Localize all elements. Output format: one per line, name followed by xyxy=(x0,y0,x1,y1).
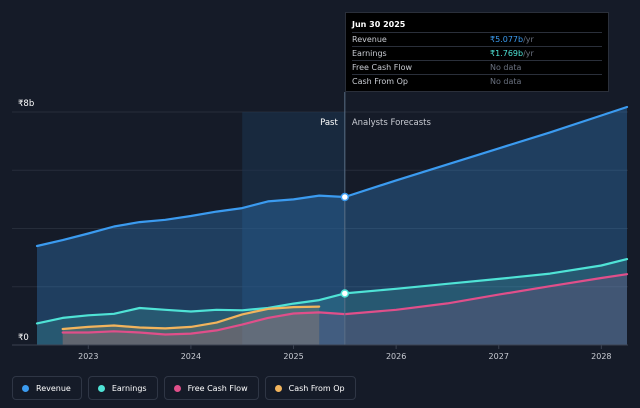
series-lines xyxy=(35,105,629,336)
y-axis-bottom-label: ₹0 xyxy=(18,333,29,343)
legend-label: Cash From Op xyxy=(288,383,345,393)
legend-dot-icon xyxy=(173,384,181,392)
area-free-cash-flow xyxy=(62,274,627,345)
data-tooltip: Jun 30 2025 Revenue ₹5.077b /yr Earnings… xyxy=(345,12,609,92)
tooltip-row-cash-from-op: Cash From Op No data xyxy=(352,74,602,88)
x-tick-label: 2026 xyxy=(386,352,406,361)
marker-revenue xyxy=(340,192,350,202)
series-areas xyxy=(37,107,627,345)
legend-item-free-cash-flow[interactable]: Free Cash Flow xyxy=(163,376,259,400)
tooltip-date: Jun 30 2025 xyxy=(352,20,406,29)
tooltip-row-unit: /yr xyxy=(523,35,534,44)
legend-item-revenue[interactable]: Revenue xyxy=(12,376,82,400)
x-tick-label: 2025 xyxy=(283,352,303,361)
x-tick-label: 2027 xyxy=(489,352,509,361)
line-cash-from-op xyxy=(61,305,321,331)
area-cash-from-op xyxy=(62,306,320,345)
line-revenue xyxy=(35,105,629,248)
tooltip-row-label: Free Cash Flow xyxy=(352,63,413,72)
legend-dot-icon xyxy=(274,384,282,392)
legend-dot-icon xyxy=(97,384,105,392)
tooltip-row-unit: /yr xyxy=(523,49,534,58)
tooltip-row-value: ₹5.077b xyxy=(490,35,524,44)
legend-dot-icon xyxy=(22,384,29,392)
past-region-label: Past xyxy=(320,118,338,128)
legend-label: Earnings xyxy=(111,383,147,393)
tooltip-row-label: Earnings xyxy=(352,49,387,58)
chart-legend: Revenue Earnings Free Cash Flow Cash Fro… xyxy=(12,376,356,400)
x-tick-label: 2023 xyxy=(78,352,98,361)
x-tick-label: 2028 xyxy=(591,352,611,361)
x-tick-label: 2024 xyxy=(181,352,201,361)
chart-area: 2023 2024 2025 2026 2027 2028 ₹8b ₹0 Past Ana… xyxy=(12,92,629,361)
legend-item-earnings[interactable]: Earnings xyxy=(87,376,158,400)
x-axis-ticks: 2023 2024 2025 2026 2027 2028 xyxy=(78,345,612,361)
line-free-cash-flow xyxy=(61,273,629,336)
tooltip-row-label: Revenue xyxy=(352,35,387,44)
legend-label: Revenue xyxy=(36,383,71,393)
legend-item-cash-from-op[interactable]: Cash From Op xyxy=(264,376,356,400)
hover-markers xyxy=(340,192,350,298)
area-earnings xyxy=(37,259,627,345)
tooltip-row-value: No data xyxy=(490,63,522,72)
tooltip-row-value: No data xyxy=(490,77,522,86)
tooltip-row-free-cash-flow: Free Cash Flow No data xyxy=(352,60,602,74)
area-revenue xyxy=(37,107,627,345)
tooltip-row-label: Cash From Op xyxy=(352,77,409,86)
forecast-region-label: Analysts Forecasts xyxy=(352,118,432,128)
legend-label: Free Cash Flow xyxy=(187,383,248,393)
tooltip-row-earnings: Earnings ₹1.769b /yr xyxy=(352,46,602,60)
y-axis-top-label: ₹8b xyxy=(18,99,34,109)
marker-earnings xyxy=(340,289,350,298)
tooltip-row-value: ₹1.769b xyxy=(490,49,524,58)
tooltip-row-revenue: Revenue ₹5.077b /yr xyxy=(352,32,602,46)
